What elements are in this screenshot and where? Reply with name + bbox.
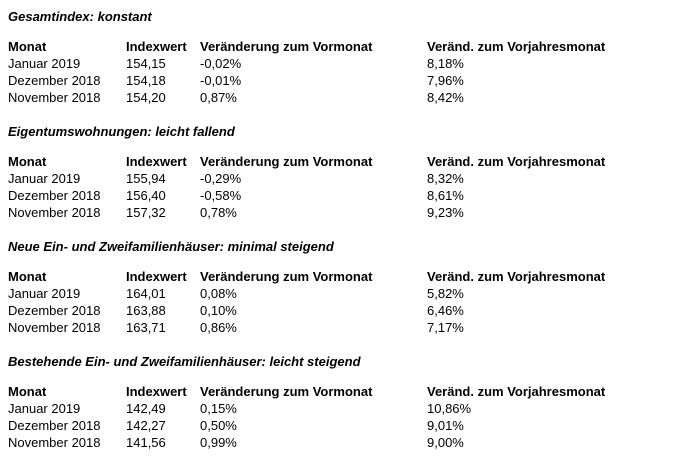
table-row: Dezember 2018 163,88 0,10% 6,46% xyxy=(8,302,690,319)
section-gesamtindex: Gesamtindex: konstant Monat Indexwert Ve… xyxy=(8,8,690,106)
cell-veraenderung-vormonat: -0,02% xyxy=(200,56,242,71)
column-header-veraenderung-vorjahresmonat: Veränd. zum Vorjahresmonat xyxy=(427,154,606,169)
cell-veraenderung-vorjahresmonat: 9,23% xyxy=(427,205,464,220)
cell-indexwert: 163,88 xyxy=(126,303,166,318)
column-header-veraenderung-vorjahresmonat: Veränd. zum Vorjahresmonat xyxy=(427,384,606,399)
cell-veraenderung-vorjahresmonat: 10,86% xyxy=(427,401,472,416)
cell-veraenderung-vorjahresmonat: 8,32% xyxy=(427,171,464,186)
cell-monat: Dezember 2018 xyxy=(8,303,101,318)
cell-monat: November 2018 xyxy=(8,320,101,335)
cell-indexwert: 157,32 xyxy=(126,205,166,220)
cell-indexwert: 142,27 xyxy=(126,418,166,433)
cell-monat: Dezember 2018 xyxy=(8,418,101,433)
table-row: November 2018 163,71 0,86% 7,17% xyxy=(8,319,690,336)
cell-veraenderung-vorjahresmonat: 5,82% xyxy=(427,286,464,301)
table-row: November 2018 157,32 0,78% 9,23% xyxy=(8,204,690,221)
cell-veraenderung-vorjahresmonat: 8,61% xyxy=(427,188,464,203)
cell-indexwert: 154,15 xyxy=(126,56,166,71)
cell-monat: November 2018 xyxy=(8,90,101,105)
table-row: Dezember 2018 142,27 0,50% 9,01% xyxy=(8,417,690,434)
cell-veraenderung-vormonat: 0,50% xyxy=(200,418,237,433)
cell-monat: Januar 2019 xyxy=(8,171,81,186)
section-bestehende-zweifamilienhaeuser: Bestehende Ein- und Zweifamilienhäuser: … xyxy=(8,353,690,451)
table-header-row: Monat Indexwert Veränderung zum Vormonat… xyxy=(8,153,690,170)
cell-veraenderung-vorjahresmonat: 6,46% xyxy=(427,303,464,318)
column-header-veraenderung-vorjahresmonat: Veränd. zum Vorjahresmonat xyxy=(427,39,606,54)
table-row: November 2018 141,56 0,99% 9,00% xyxy=(8,434,690,451)
table-row: Januar 2019 142,49 0,15% 10,86% xyxy=(8,400,690,417)
cell-veraenderung-vormonat: -0,01% xyxy=(200,73,242,88)
cell-veraenderung-vormonat: 0,10% xyxy=(200,303,237,318)
column-header-indexwert: Indexwert xyxy=(126,384,187,399)
cell-veraenderung-vorjahresmonat: 9,00% xyxy=(427,435,464,450)
table-row: Dezember 2018 156,40 -0,58% 8,61% xyxy=(8,187,690,204)
cell-veraenderung-vormonat: 0,15% xyxy=(200,401,237,416)
column-header-indexwert: Indexwert xyxy=(126,154,187,169)
cell-indexwert: 155,94 xyxy=(126,171,166,186)
column-header-veraenderung-vormonat: Veränderung zum Vormonat xyxy=(200,384,373,399)
table-header-row: Monat Indexwert Veränderung zum Vormonat… xyxy=(8,268,690,285)
index-table: Monat Indexwert Veränderung zum Vormonat… xyxy=(8,38,690,106)
column-header-indexwert: Indexwert xyxy=(126,39,187,54)
cell-indexwert: 142,49 xyxy=(126,401,166,416)
index-table: Monat Indexwert Veränderung zum Vormonat… xyxy=(8,268,690,336)
cell-veraenderung-vorjahresmonat: 9,01% xyxy=(427,418,464,433)
table-header-row: Monat Indexwert Veränderung zum Vormonat… xyxy=(8,383,690,400)
column-header-monat: Monat xyxy=(8,384,47,399)
column-header-monat: Monat xyxy=(8,39,47,54)
cell-veraenderung-vormonat: -0,58% xyxy=(200,188,242,203)
column-header-veraenderung-vormonat: Veränderung zum Vormonat xyxy=(200,39,373,54)
section-title: Bestehende Ein- und Zweifamilienhäuser: … xyxy=(8,354,361,369)
table-row: Januar 2019 154,15 -0,02% 8,18% xyxy=(8,55,690,72)
cell-veraenderung-vorjahresmonat: 8,42% xyxy=(427,90,464,105)
section-neue-zweifamilienhaeuser: Neue Ein- und Zweifamilienhäuser: minima… xyxy=(8,238,690,336)
cell-monat: Dezember 2018 xyxy=(8,73,101,88)
cell-indexwert: 163,71 xyxy=(126,320,166,335)
cell-monat: Dezember 2018 xyxy=(8,188,101,203)
cell-indexwert: 156,40 xyxy=(126,188,166,203)
index-table: Monat Indexwert Veränderung zum Vormonat… xyxy=(8,383,690,451)
column-header-indexwert: Indexwert xyxy=(126,269,187,284)
cell-monat: November 2018 xyxy=(8,205,101,220)
table-row: November 2018 154,20 0,87% 8,42% xyxy=(8,89,690,106)
cell-veraenderung-vorjahresmonat: 8,18% xyxy=(427,56,464,71)
section-title: Eigentumswohnungen: leicht fallend xyxy=(8,124,235,139)
cell-veraenderung-vormonat: 0,99% xyxy=(200,435,237,450)
cell-veraenderung-vormonat: -0,29% xyxy=(200,171,242,186)
cell-monat: Januar 2019 xyxy=(8,56,81,71)
cell-indexwert: 164,01 xyxy=(126,286,166,301)
cell-veraenderung-vorjahresmonat: 7,96% xyxy=(427,73,464,88)
section-eigentumswohnungen: Eigentumswohnungen: leicht fallend Monat… xyxy=(8,123,690,221)
cell-veraenderung-vorjahresmonat: 7,17% xyxy=(427,320,464,335)
table-header-row: Monat Indexwert Veränderung zum Vormonat… xyxy=(8,38,690,55)
cell-veraenderung-vormonat: 0,78% xyxy=(200,205,237,220)
column-header-veraenderung-vorjahresmonat: Veränd. zum Vorjahresmonat xyxy=(427,269,606,284)
table-row: Dezember 2018 154,18 -0,01% 7,96% xyxy=(8,72,690,89)
section-title: Gesamtindex: konstant xyxy=(8,9,152,24)
cell-monat: November 2018 xyxy=(8,435,101,450)
cell-indexwert: 154,20 xyxy=(126,90,166,105)
cell-indexwert: 141,56 xyxy=(126,435,166,450)
column-header-veraenderung-vormonat: Veränderung zum Vormonat xyxy=(200,269,373,284)
cell-veraenderung-vormonat: 0,86% xyxy=(200,320,237,335)
column-header-monat: Monat xyxy=(8,154,47,169)
section-title: Neue Ein- und Zweifamilienhäuser: minima… xyxy=(8,239,334,254)
cell-monat: Januar 2019 xyxy=(8,286,81,301)
cell-monat: Januar 2019 xyxy=(8,401,81,416)
index-table: Monat Indexwert Veränderung zum Vormonat… xyxy=(8,153,690,221)
column-header-veraenderung-vormonat: Veränderung zum Vormonat xyxy=(200,154,373,169)
cell-indexwert: 154,18 xyxy=(126,73,166,88)
cell-veraenderung-vormonat: 0,87% xyxy=(200,90,237,105)
column-header-monat: Monat xyxy=(8,269,47,284)
table-row: Januar 2019 164,01 0,08% 5,82% xyxy=(8,285,690,302)
table-row: Januar 2019 155,94 -0,29% 8,32% xyxy=(8,170,690,187)
cell-veraenderung-vormonat: 0,08% xyxy=(200,286,237,301)
